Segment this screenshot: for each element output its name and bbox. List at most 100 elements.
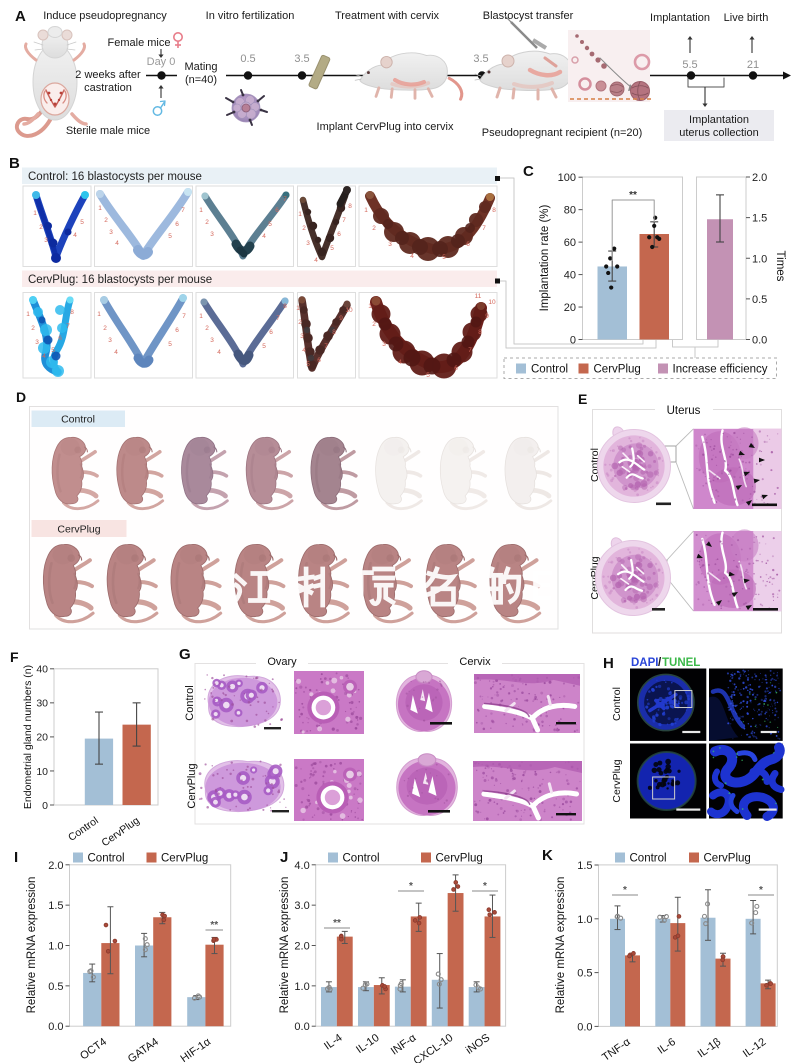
svg-text:1: 1: [364, 207, 368, 214]
svg-text:10: 10: [345, 307, 353, 314]
svg-text:Implantation rate (%): Implantation rate (%): [539, 204, 551, 311]
svg-text:6: 6: [337, 231, 341, 238]
svg-text:6: 6: [454, 365, 458, 372]
svg-text:8: 8: [492, 207, 496, 214]
svg-text:4: 4: [217, 349, 221, 356]
svg-text:7: 7: [324, 343, 328, 350]
svg-text:3: 3: [300, 333, 304, 340]
svg-text:Relative mRNA expression: Relative mRNA expression: [26, 877, 38, 1014]
svg-text:castration: castration: [84, 82, 132, 94]
svg-text:Blastocyst transfer: Blastocyst transfer: [483, 10, 574, 22]
svg-text:3: 3: [210, 337, 214, 344]
svg-text:*: *: [483, 881, 487, 892]
svg-text:CervPlug: CervPlug: [704, 853, 751, 865]
svg-text:1.5: 1.5: [577, 860, 592, 872]
svg-text:A: A: [15, 8, 26, 25]
svg-text:Relative mRNA expression: Relative mRNA expression: [279, 877, 291, 1014]
svg-text:6: 6: [317, 357, 321, 364]
svg-text:Endometrial gland numbers (n): Endometrial gland numbers (n): [22, 665, 34, 809]
svg-text:1.0: 1.0: [294, 981, 309, 993]
svg-text:IL-12: IL-12: [741, 1036, 768, 1060]
svg-text:6: 6: [58, 335, 62, 342]
svg-text:20: 20: [36, 732, 48, 744]
svg-text:OCT4: OCT4: [78, 1036, 109, 1063]
svg-text:G: G: [179, 646, 191, 663]
svg-text:3: 3: [388, 241, 392, 248]
svg-text:Live birth: Live birth: [724, 12, 769, 24]
svg-text:1: 1: [296, 305, 300, 312]
svg-text:Ovary: Ovary: [267, 656, 297, 668]
svg-text:40: 40: [36, 664, 48, 676]
svg-text:Pseudopregnant recipient (n=20: Pseudopregnant recipient (n=20): [482, 127, 643, 139]
svg-text:Day 0: Day 0: [147, 56, 176, 68]
svg-text:1: 1: [199, 313, 203, 320]
svg-text:Control: Control: [630, 853, 667, 865]
svg-text:0.5: 0.5: [240, 53, 255, 65]
svg-text:2: 2: [31, 325, 35, 332]
svg-text:21: 21: [747, 59, 759, 71]
svg-text:Treatment with cervix: Treatment with cervix: [335, 10, 440, 22]
svg-text:1: 1: [97, 311, 101, 318]
svg-text:8: 8: [70, 309, 74, 316]
svg-text:6: 6: [275, 207, 279, 214]
svg-text:10: 10: [36, 766, 48, 778]
svg-text:5: 5: [330, 245, 334, 252]
svg-text:9: 9: [339, 315, 343, 322]
svg-text:3: 3: [108, 337, 112, 344]
svg-text:20: 20: [564, 302, 576, 314]
svg-text:10: 10: [488, 299, 496, 306]
svg-text:Mating: Mating: [184, 61, 217, 73]
svg-text:Control: Control: [343, 853, 380, 865]
svg-text:80: 80: [564, 205, 576, 217]
svg-text:GATA4: GATA4: [126, 1036, 161, 1063]
svg-text:IL-4: IL-4: [322, 1032, 344, 1053]
svg-text:5.5: 5.5: [682, 59, 697, 71]
svg-text:2: 2: [302, 225, 306, 232]
svg-text:*: *: [759, 885, 763, 896]
svg-text:I: I: [14, 849, 18, 866]
svg-text:100: 100: [558, 172, 576, 184]
svg-text:8: 8: [332, 329, 336, 336]
svg-text:TNF-α: TNF-α: [600, 1036, 633, 1063]
svg-text:4: 4: [262, 233, 266, 240]
svg-text:J: J: [280, 849, 288, 866]
svg-text:30: 30: [36, 698, 48, 710]
svg-text:Cervix: Cervix: [459, 656, 491, 668]
svg-text:/: /: [658, 657, 662, 669]
svg-text:IL-6: IL-6: [656, 1036, 678, 1057]
svg-text:7: 7: [66, 323, 70, 330]
svg-text:6: 6: [175, 221, 179, 228]
svg-text:8: 8: [283, 303, 287, 310]
svg-text:0.0: 0.0: [577, 1021, 592, 1033]
svg-text:40: 40: [564, 270, 576, 282]
svg-text:IL-1β: IL-1β: [696, 1036, 724, 1060]
svg-text:5: 5: [168, 233, 172, 240]
svg-text:B: B: [9, 155, 20, 172]
svg-text:CervPlug: CervPlug: [161, 853, 208, 865]
svg-text:DAPI: DAPI: [631, 657, 658, 669]
svg-text:In vitro fertilization: In vitro fertilization: [206, 10, 295, 22]
svg-text:4: 4: [73, 232, 77, 239]
svg-text:Relative mRNA expression: Relative mRNA expression: [555, 877, 567, 1014]
svg-text:2.0: 2.0: [294, 941, 309, 953]
svg-text:CervPlug: CervPlug: [611, 759, 623, 802]
svg-text:Control: Control: [184, 685, 196, 720]
svg-text:7: 7: [276, 315, 280, 322]
svg-text:Increase efficiency: Increase efficiency: [673, 364, 768, 376]
svg-text:C: C: [523, 163, 534, 180]
svg-text:Times: Times: [774, 251, 786, 282]
svg-text:2 weeks after: 2 weeks after: [75, 69, 141, 81]
svg-text:F: F: [10, 649, 19, 665]
svg-text:CervPlug: CervPlug: [436, 853, 483, 865]
svg-text:2.0: 2.0: [48, 860, 63, 872]
svg-text:TUNEL: TUNEL: [662, 657, 700, 669]
svg-text:2: 2: [372, 321, 376, 328]
svg-text:8: 8: [478, 329, 482, 336]
svg-text:Implant CervPlug into cervix: Implant CervPlug into cervix: [317, 121, 454, 133]
svg-text:HIF-1α: HIF-1α: [179, 1035, 214, 1063]
svg-text:7: 7: [283, 196, 287, 203]
svg-text:INF-α: INF-α: [389, 1031, 419, 1057]
svg-text:Induce pseudopregnancy: Induce pseudopregnancy: [43, 10, 167, 22]
svg-text:E: E: [578, 391, 587, 407]
svg-text:3: 3: [382, 341, 386, 348]
